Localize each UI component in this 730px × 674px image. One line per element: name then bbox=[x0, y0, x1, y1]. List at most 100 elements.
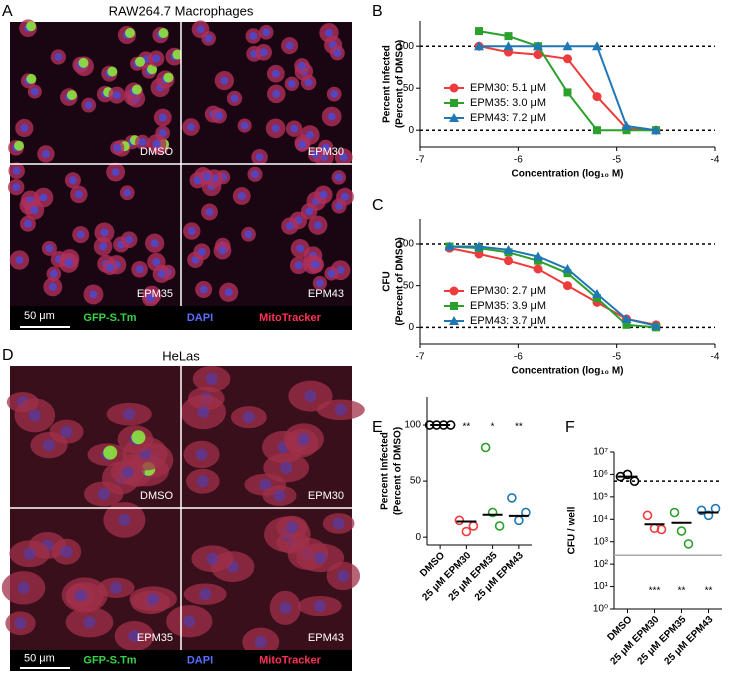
legend-label: EPM30: 5.1 μM bbox=[470, 82, 546, 94]
image-label: DMSO bbox=[140, 146, 173, 158]
marker bbox=[651, 125, 661, 135]
marker bbox=[504, 256, 513, 266]
nucleus bbox=[12, 183, 21, 192]
channel-label: DAPI bbox=[187, 312, 213, 324]
nucleus bbox=[60, 545, 73, 558]
nucleus bbox=[305, 130, 314, 139]
marker bbox=[562, 41, 573, 51]
nucleus bbox=[68, 176, 77, 185]
nucleus bbox=[121, 466, 134, 479]
nucleus bbox=[147, 592, 160, 605]
y-tick-label: 10⁷ bbox=[593, 447, 608, 458]
image-label: EPM43 bbox=[308, 632, 344, 644]
nucleus bbox=[30, 205, 39, 214]
y-axis-label: (Percent of DMSO) bbox=[395, 237, 406, 325]
legend-marker bbox=[449, 286, 459, 296]
nucleus bbox=[106, 263, 115, 272]
nucleus bbox=[54, 52, 63, 61]
marker bbox=[563, 269, 572, 278]
legend-marker bbox=[449, 83, 459, 93]
x-axis-label: Concentration (log₁₀ M) bbox=[512, 169, 624, 180]
nucleus bbox=[12, 166, 21, 175]
marker bbox=[533, 41, 543, 51]
nucleus bbox=[319, 190, 328, 199]
legend-label: EPM30: 2.7 μM bbox=[470, 285, 546, 297]
y-tick-label: 100 bbox=[397, 41, 414, 52]
x-tick-label: -6 bbox=[514, 352, 523, 363]
significance: *** bbox=[649, 586, 661, 597]
nucleus bbox=[314, 551, 327, 564]
nucleus bbox=[39, 193, 48, 202]
nucleus bbox=[313, 221, 322, 230]
point bbox=[480, 442, 491, 453]
nucleus bbox=[113, 143, 122, 152]
significance: ** bbox=[462, 422, 470, 433]
nucleus bbox=[333, 48, 342, 57]
series-line bbox=[449, 247, 657, 326]
point bbox=[514, 515, 524, 526]
nucleus bbox=[224, 288, 233, 297]
bacteria bbox=[107, 66, 118, 77]
marker bbox=[474, 241, 484, 251]
nucleus bbox=[146, 294, 155, 303]
nucleus bbox=[138, 138, 147, 147]
nucleus bbox=[204, 34, 213, 43]
nucleus bbox=[196, 475, 209, 488]
nucleus bbox=[125, 235, 134, 244]
nucleus bbox=[230, 94, 239, 103]
image-label: EPM30 bbox=[308, 146, 344, 158]
nucleus bbox=[337, 569, 350, 582]
marker bbox=[563, 281, 572, 291]
nucleus bbox=[110, 581, 123, 594]
point bbox=[454, 515, 465, 526]
nucleus bbox=[250, 170, 259, 179]
image-label: EPM35 bbox=[137, 288, 173, 300]
nucleus bbox=[15, 256, 24, 265]
bacteria bbox=[78, 57, 89, 68]
nucleus bbox=[340, 192, 349, 201]
nucleus bbox=[220, 76, 229, 85]
image-label: EPM35 bbox=[137, 632, 173, 644]
nucleus bbox=[199, 285, 208, 294]
nucleus bbox=[290, 124, 299, 133]
panel-label: A bbox=[2, 3, 13, 20]
nucleus bbox=[197, 247, 206, 256]
bacteria bbox=[124, 28, 135, 39]
nucleus bbox=[84, 101, 93, 110]
nucleus bbox=[45, 244, 54, 253]
legend-label: EPM35: 3.0 μM bbox=[470, 97, 546, 109]
bacteria bbox=[147, 64, 158, 75]
y-tick-label: 100 bbox=[397, 239, 414, 250]
nucleus bbox=[152, 258, 161, 267]
y-tick-label: 10¹ bbox=[594, 581, 609, 592]
y-tick-label: 10⁶ bbox=[593, 469, 608, 480]
nucleus bbox=[99, 242, 108, 251]
point bbox=[468, 521, 479, 531]
nucleus bbox=[297, 432, 310, 445]
nucleus bbox=[17, 581, 30, 594]
channel-label: MitoTracker bbox=[259, 312, 321, 324]
x-tick-label: -5 bbox=[612, 352, 621, 363]
nucleus bbox=[339, 153, 348, 162]
point bbox=[622, 469, 633, 480]
marker bbox=[651, 320, 661, 330]
nucleus bbox=[298, 140, 307, 149]
nucleus bbox=[327, 269, 336, 278]
point bbox=[461, 526, 472, 537]
marker bbox=[563, 54, 572, 64]
nucleus bbox=[330, 90, 339, 99]
marker bbox=[563, 88, 572, 97]
nucleus bbox=[112, 91, 121, 100]
channel-label: GFP-S.Tm bbox=[83, 654, 136, 666]
marker bbox=[621, 121, 632, 130]
bacteria bbox=[131, 84, 142, 95]
nucleus bbox=[218, 246, 227, 255]
nucleus bbox=[296, 244, 305, 253]
x-tick-label: -5 bbox=[612, 155, 621, 166]
nucleus bbox=[199, 588, 212, 601]
nucleus bbox=[97, 487, 110, 500]
series-line bbox=[449, 245, 657, 329]
y-tick-label: 10⁰ bbox=[593, 604, 608, 615]
nucleus bbox=[197, 406, 210, 419]
nucleus bbox=[195, 448, 208, 461]
